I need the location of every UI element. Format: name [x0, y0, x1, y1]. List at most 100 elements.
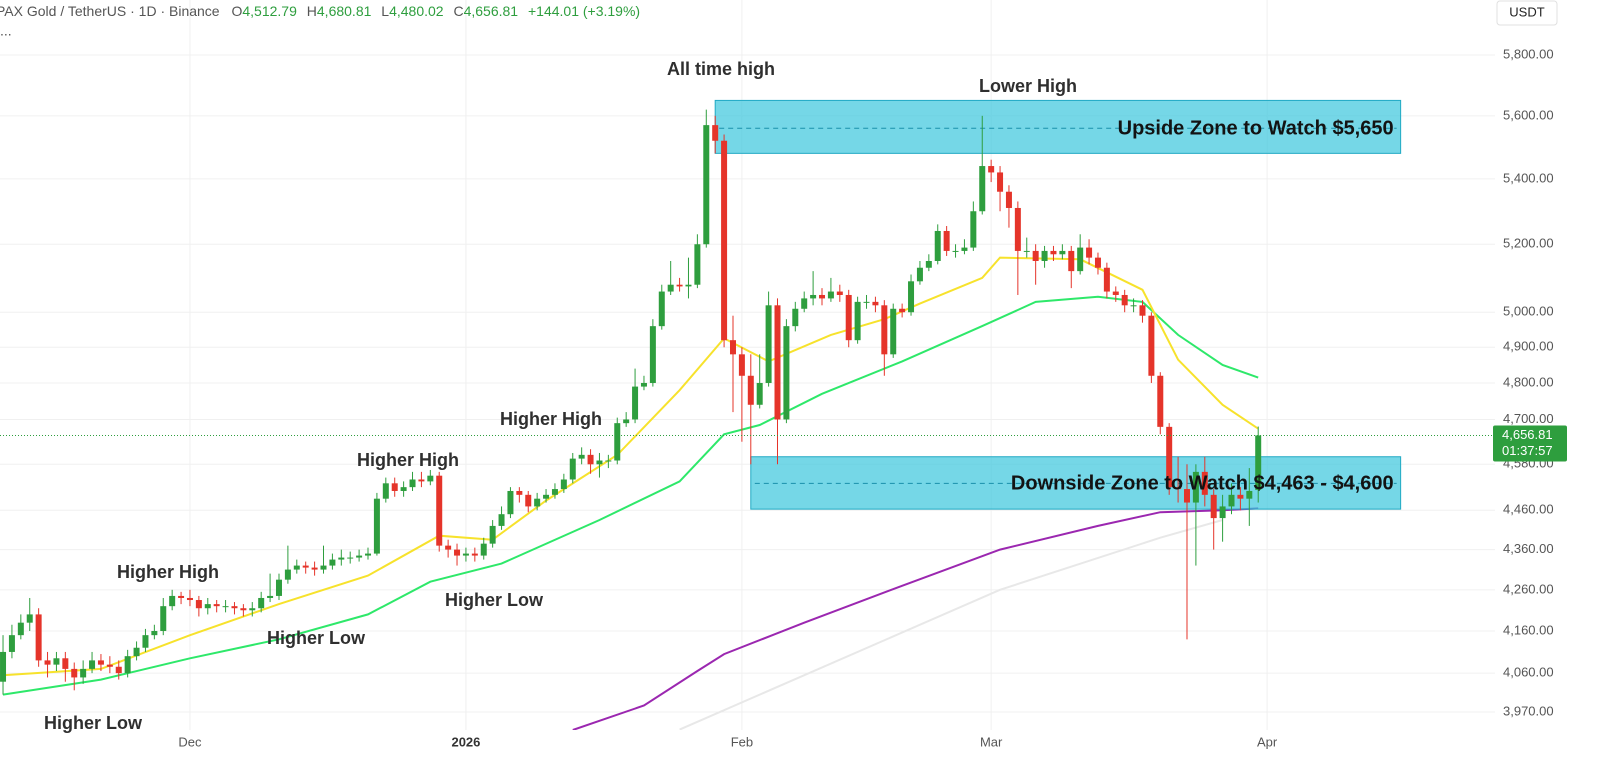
- candle-body: [881, 305, 888, 355]
- candle-body: [17, 622, 24, 636]
- candle-body: [284, 569, 291, 580]
- candle-body: [302, 565, 309, 568]
- y-tick-label: 4,800.00: [1503, 374, 1554, 389]
- candle-body: [356, 555, 363, 558]
- candle-body: [578, 454, 585, 459]
- candle-body: [204, 604, 211, 609]
- y-tick-label: 4,060.00: [1503, 665, 1554, 680]
- candle-body: [249, 608, 256, 611]
- annotation: Higher Low: [445, 590, 544, 610]
- last-price-label: 4,656.81: [1502, 427, 1553, 442]
- h-value: 4,680.81: [317, 3, 372, 19]
- c-key: C: [453, 3, 463, 19]
- candle-body: [747, 375, 754, 405]
- candle-body: [729, 340, 736, 355]
- candle-body: [1192, 471, 1199, 503]
- candle-body: [712, 125, 719, 141]
- grid: [0, 0, 1495, 730]
- candle-body: [462, 553, 469, 556]
- candle-body: [1068, 250, 1075, 272]
- change: +144.01 (+3.19%): [528, 3, 640, 19]
- countdown: 01:37:57: [1502, 443, 1553, 458]
- candle-body: [1139, 305, 1146, 316]
- currency-box[interactable]: [1496, 0, 1558, 26]
- candle-body: [124, 656, 131, 674]
- candle-body: [409, 479, 416, 488]
- candle-body: [231, 606, 238, 609]
- candle-body: [1005, 191, 1012, 208]
- candle-body: [0, 651, 7, 682]
- candle-body: [1041, 250, 1048, 261]
- candle-body: [943, 230, 950, 251]
- candle-body: [738, 354, 745, 376]
- candle-body: [1112, 291, 1119, 295]
- l-key: L: [381, 3, 389, 19]
- symbol: PAX Gold / TetherUS · 1D · Binance: [0, 3, 220, 19]
- candle-body: [1103, 267, 1110, 292]
- annotation: Higher Low: [44, 713, 143, 733]
- candle-body: [498, 514, 505, 526]
- candle-body: [320, 565, 327, 570]
- moving-average: [2, 256, 1259, 677]
- candle-body: [997, 172, 1004, 192]
- candle-body: [988, 166, 995, 173]
- annotation: Higher High: [500, 409, 602, 429]
- candle-body: [658, 291, 665, 327]
- candle-body: [240, 608, 247, 611]
- candle-body: [827, 291, 834, 299]
- candle-body: [471, 553, 478, 556]
- candle-body: [908, 281, 915, 313]
- candle-body: [178, 595, 185, 598]
- candle-body: [213, 604, 220, 607]
- candle-body: [391, 483, 398, 491]
- candle-body: [347, 557, 354, 559]
- candle-body: [160, 606, 167, 631]
- last-price-badge: [1493, 425, 1567, 462]
- candle-body: [186, 597, 193, 601]
- x-tick-label: 2026: [451, 734, 480, 749]
- zone-box: [714, 99, 1402, 154]
- candle-body: [810, 294, 817, 299]
- currency: USDT: [1509, 4, 1544, 19]
- candle-body: [1246, 490, 1253, 499]
- candle-body: [551, 489, 558, 495]
- candle-body: [1094, 257, 1101, 268]
- price-axis: USDT 5,800.00 5,600.00 5,400.00 5,200.00 5,0…: [1493, 0, 1600, 771]
- o-key: O: [231, 3, 242, 19]
- candle-body: [872, 301, 879, 306]
- y-tick-label: 4,900.00: [1503, 339, 1554, 354]
- more[interactable]: ...: [0, 23, 12, 39]
- candle-body: [507, 490, 514, 515]
- candle-body: [106, 664, 113, 667]
- candle-body: [35, 614, 42, 661]
- candle-body: [258, 597, 265, 609]
- candle-body: [756, 382, 763, 405]
- candle-body: [71, 668, 78, 678]
- x-tick-label: Mar: [980, 734, 1003, 749]
- candle-body: [836, 291, 843, 295]
- candle-body: [792, 308, 799, 327]
- candle-body: [1237, 494, 1244, 499]
- annotation: Lower High: [979, 76, 1077, 96]
- candle-body: [569, 458, 576, 480]
- annotation: Higher Low: [267, 628, 366, 648]
- candle-body: [605, 460, 612, 462]
- candle-body: [427, 475, 434, 482]
- y-tick-label: 5,800.00: [1503, 46, 1554, 61]
- candle-body: [1050, 250, 1057, 255]
- candle-body: [667, 284, 674, 292]
- x-tick-label: Feb: [731, 734, 753, 749]
- candle-body: [614, 423, 621, 461]
- candle-body: [400, 487, 407, 491]
- candle-body: [275, 579, 282, 596]
- y-tick-label: 4,260.00: [1503, 581, 1554, 596]
- candle-body: [454, 549, 461, 556]
- candle-body: [1014, 207, 1021, 251]
- y-tick-label: 5,200.00: [1503, 236, 1554, 251]
- candle-body: [543, 494, 550, 499]
- candle-body: [890, 308, 897, 355]
- annotation: Higher High: [357, 450, 459, 470]
- candle-body: [916, 267, 923, 282]
- x-tick-label: Dec: [178, 734, 202, 749]
